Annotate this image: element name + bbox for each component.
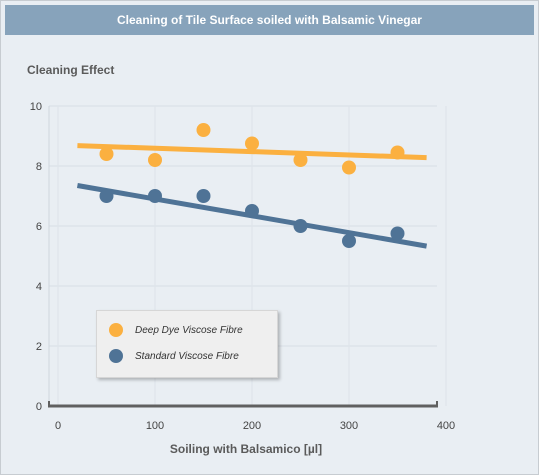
x-tick-label-3: 300 (340, 420, 358, 432)
y-tick-label-5: 10 (30, 101, 42, 113)
legend-label-standard: Standard Viscose Fibre (135, 350, 239, 362)
x-axis-label: Soiling with Balsamico [µl] (170, 442, 322, 456)
y-tick-label-0: 0 (36, 401, 42, 413)
axes (48, 106, 438, 408)
x-tick-label-4: 400 (437, 420, 455, 432)
x-tick-label-0: 0 (55, 420, 61, 432)
point-series-1-0 (99, 189, 114, 203)
y-axis-label: Cleaning Effect (27, 63, 114, 77)
point-series-1-3 (245, 204, 259, 218)
y-tick-label-1: 2 (36, 341, 42, 353)
legend-item-deep-dye: Deep Dye Viscose Fibre (109, 320, 243, 340)
point-series-1-5 (342, 234, 356, 248)
data-points (99, 123, 405, 248)
point-series-1-1 (148, 189, 162, 203)
point-series-0-4 (293, 153, 308, 167)
point-series-0-5 (342, 160, 356, 175)
point-series-0-3 (245, 136, 259, 151)
legend: Deep Dye Viscose Fibre Standard Viscose … (96, 310, 278, 378)
chart-title: Cleaning of Tile Surface soiled with Bal… (5, 5, 534, 35)
y-tick-label-3: 6 (36, 221, 42, 233)
point-series-0-0 (99, 147, 114, 161)
y-tick-label-2: 4 (36, 281, 42, 293)
point-series-0-1 (148, 153, 162, 167)
x-tick-label-2: 200 (243, 420, 261, 432)
trendline-series-0 (77, 143, 427, 161)
y-tick-label-4: 8 (36, 161, 42, 173)
point-series-0-6 (390, 145, 405, 160)
legend-label-deep-dye: Deep Dye Viscose Fibre (135, 324, 243, 336)
point-series-1-6 (390, 226, 405, 241)
x-tick-label-1: 100 (146, 420, 164, 432)
point-series-0-2 (196, 123, 211, 137)
point-series-1-2 (196, 189, 211, 203)
point-series-1-4 (293, 219, 308, 233)
legend-swatch-deep-dye (109, 323, 123, 337)
legend-swatch-standard (109, 349, 123, 363)
legend-item-standard: Standard Viscose Fibre (109, 346, 239, 366)
